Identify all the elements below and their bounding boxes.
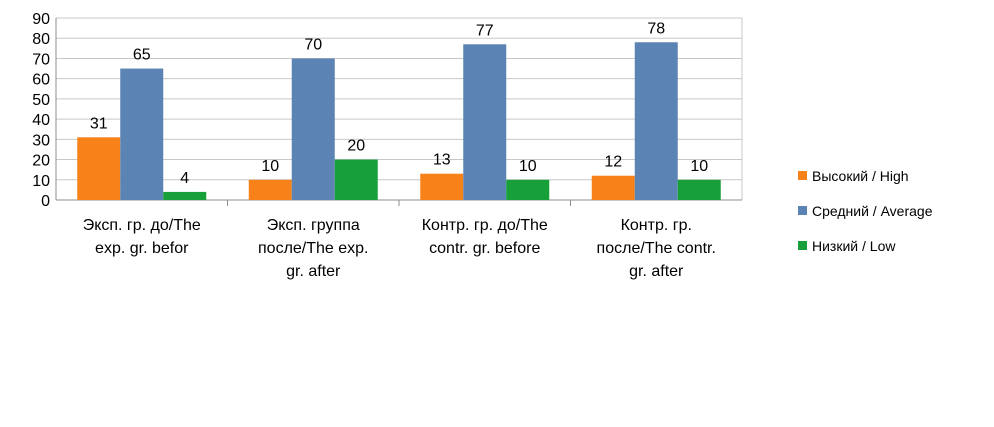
x-category-label-line: Эксп. гр. до/The	[83, 217, 201, 234]
x-category-label-line: contr. gr. before	[429, 240, 540, 257]
x-category-label: Эксп. группа после/The exp. gr. after	[258, 217, 369, 280]
bar	[120, 68, 164, 200]
bar	[506, 179, 550, 200]
bar	[334, 159, 378, 200]
data-labels: 31 65 4 10 70 20 13 77 10 12 78 10	[90, 20, 708, 187]
legend-label: Низкий / Low	[812, 238, 896, 254]
x-category-label: Эксп. гр. до/The exp. gr. befor	[83, 217, 201, 257]
y-tick-label: 80	[32, 31, 50, 48]
x-category-label: Контр. гр. после/The contr. gr. after	[597, 217, 716, 280]
y-tick-label: 30	[32, 132, 50, 149]
data-label: 77	[476, 22, 494, 39]
bar	[591, 175, 635, 200]
x-category-label-line: Контр. гр.	[621, 217, 692, 234]
grid-lines	[56, 17, 742, 181]
data-label: 10	[690, 158, 708, 175]
data-label: 20	[347, 138, 365, 155]
bar	[677, 179, 721, 200]
x-category-label-line: после/The exp.	[258, 240, 369, 257]
y-tick-label: 70	[32, 51, 50, 68]
y-tick-label: 50	[32, 92, 50, 109]
bar	[420, 173, 464, 200]
y-tick-label: 90	[32, 11, 50, 28]
y-tick-label: 10	[32, 173, 50, 190]
data-label: 10	[519, 158, 537, 175]
x-category-label-line: exp. gr. befor	[95, 240, 189, 257]
x-category-label-line: gr. after	[629, 263, 684, 280]
legend-swatch	[798, 206, 807, 215]
y-tick-label: 60	[32, 72, 50, 89]
x-category-label: Контр. гр. до/The contr. gr. before	[422, 217, 548, 257]
data-label: 31	[90, 115, 108, 132]
x-category-label-line: после/The contr.	[597, 240, 716, 257]
legend-label: Высокий / High	[812, 168, 909, 184]
y-tick-label: 0	[41, 193, 50, 210]
legend-label: Средний / Average	[812, 203, 933, 219]
x-category-label-line: Эксп. группа	[267, 217, 360, 234]
data-label: 78	[647, 20, 665, 37]
bar	[634, 42, 678, 201]
data-label: 12	[604, 154, 622, 171]
data-label: 70	[304, 36, 322, 53]
y-tick-label: 20	[32, 153, 50, 170]
legend: Высокий / High Средний / Average Низкий / …	[798, 168, 933, 254]
bar	[77, 137, 121, 200]
bar	[291, 58, 335, 200]
y-tick-label: 40	[32, 112, 50, 129]
bar	[163, 191, 207, 200]
x-axis-categories: Эксп. гр. до/The exp. gr. befor Эксп. груп…	[83, 217, 716, 280]
y-axis-ticks: 0 10 20 30 40 50 60 70 80 90	[32, 11, 50, 210]
data-label: 4	[180, 170, 189, 187]
legend-swatch	[798, 241, 807, 250]
data-label: 10	[261, 158, 279, 175]
data-label: 13	[433, 152, 451, 169]
bar	[248, 179, 292, 200]
x-category-label-line: Контр. гр. до/The	[422, 217, 548, 234]
bar	[463, 44, 507, 201]
x-category-label-line: gr. after	[286, 263, 341, 280]
bars	[77, 42, 721, 201]
data-label: 65	[133, 47, 151, 64]
legend-swatch	[798, 171, 807, 180]
